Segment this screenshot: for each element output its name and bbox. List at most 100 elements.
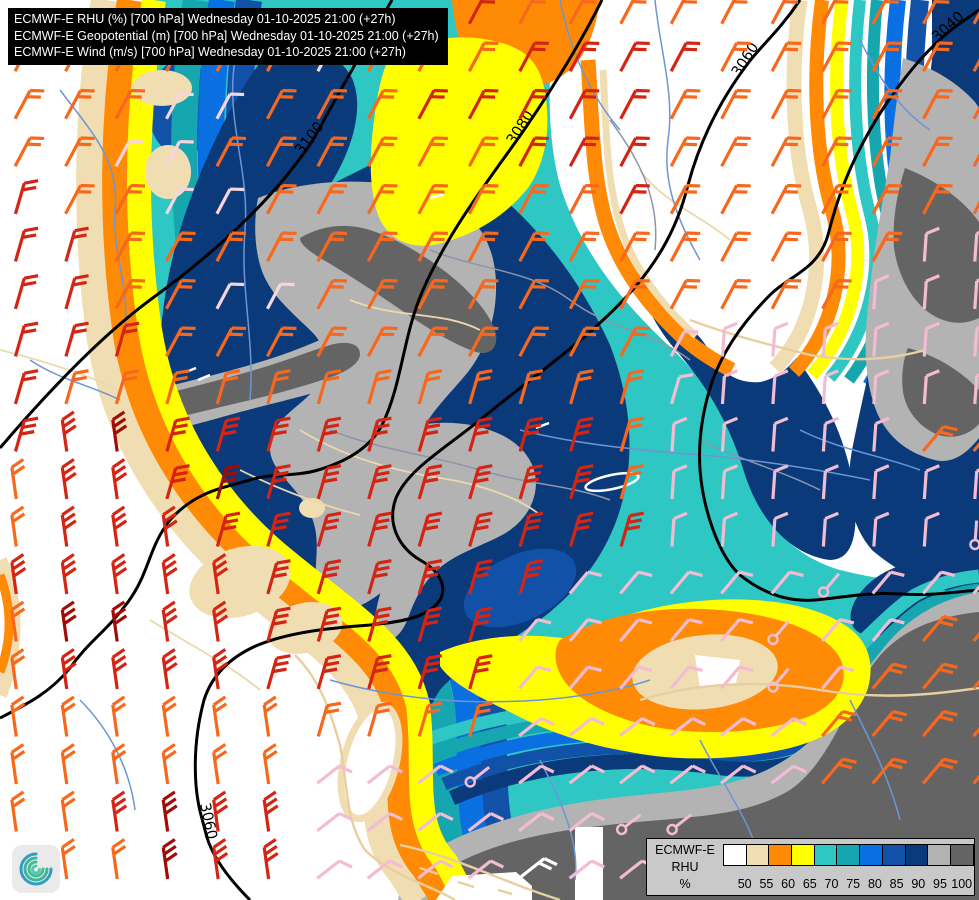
wind-barb xyxy=(720,665,754,690)
wind-barb xyxy=(972,42,979,73)
wind-barb xyxy=(114,183,146,215)
wind-barb xyxy=(767,620,790,646)
wind-barb xyxy=(872,416,890,452)
wind-barb xyxy=(871,183,903,215)
wind-barb xyxy=(771,464,789,500)
lake-balaton xyxy=(584,471,640,493)
wind-barb xyxy=(720,278,751,310)
wind-barb xyxy=(821,709,857,738)
title-block: ECMWF-E RHU (%) [700 hPa] Wednesday 01-1… xyxy=(8,8,448,65)
wind-barb xyxy=(720,88,751,120)
wind-barb xyxy=(111,458,128,500)
legend-swatch xyxy=(927,844,951,866)
contour-3080 xyxy=(0,0,604,720)
wind-barb-layer xyxy=(10,0,979,880)
wind-barb xyxy=(720,464,739,500)
wind-barb xyxy=(468,606,493,642)
wind-barb xyxy=(669,136,701,168)
legend-tick-value: 70 xyxy=(824,877,839,891)
wind-barb xyxy=(265,231,297,263)
wind-barb xyxy=(215,282,245,310)
wind-barb xyxy=(569,416,594,452)
wind-barb xyxy=(669,278,701,310)
wind-barb xyxy=(10,790,26,832)
wind-barb xyxy=(367,416,392,452)
wind-barb xyxy=(568,812,605,832)
wind-barb xyxy=(64,369,89,405)
wind-barb xyxy=(669,183,701,215)
legend-tick-value: 100 xyxy=(951,877,973,891)
wind-barb xyxy=(417,88,448,120)
wind-barb xyxy=(922,88,953,120)
legend-swatch xyxy=(949,844,974,866)
wind-barb xyxy=(921,662,958,690)
wind-barb xyxy=(417,231,448,263)
wind-barb xyxy=(111,743,127,785)
wind-barb xyxy=(922,226,940,262)
wind-barb xyxy=(265,136,297,168)
wind-barb xyxy=(60,838,76,880)
wind-barb xyxy=(266,416,291,452)
wind-barb xyxy=(670,372,694,405)
wind-barb xyxy=(316,812,353,832)
legend-tick-value: 60 xyxy=(781,877,796,891)
wind-barb xyxy=(720,183,751,215)
wind-barb xyxy=(871,41,903,73)
wind-barb xyxy=(770,88,802,120)
wind-barb xyxy=(518,812,555,832)
legend-tick-value: 95 xyxy=(933,877,947,891)
wind-barb xyxy=(212,600,229,642)
wind-barb xyxy=(921,709,958,738)
title-line-wind: ECMWF-E Wind (m/s) [700 hPa] Wednesday 0… xyxy=(14,45,406,59)
wind-barb xyxy=(871,136,903,168)
wind-barb xyxy=(619,665,653,690)
rh-darkgray-bottom xyxy=(428,612,979,900)
wind-barb xyxy=(921,757,958,785)
wind-barb xyxy=(64,226,89,262)
wind-barb xyxy=(212,790,229,832)
wind-barb xyxy=(821,183,852,215)
wind-barb xyxy=(114,321,140,357)
wind-barb xyxy=(417,701,443,737)
wind-barb xyxy=(821,618,855,643)
wind-barb xyxy=(316,416,342,452)
wind-barb xyxy=(467,326,499,358)
wind-barb xyxy=(720,570,754,595)
wind-barb xyxy=(871,570,905,595)
wind-barb xyxy=(569,464,594,500)
wind-barb xyxy=(367,606,392,642)
wind-barb xyxy=(720,416,739,452)
wind-barb xyxy=(215,136,247,168)
wind-barb xyxy=(111,790,128,832)
wind-barb xyxy=(518,136,549,168)
wind-barb xyxy=(114,278,146,310)
coastlines xyxy=(294,318,979,900)
wind-barb xyxy=(417,183,448,215)
wind-barb xyxy=(366,136,398,168)
wind-barb xyxy=(518,416,544,452)
wind-barb xyxy=(921,424,958,453)
wind-barb xyxy=(770,231,802,263)
wind-barb xyxy=(467,278,499,310)
wind-barb xyxy=(417,559,443,595)
wind-barb xyxy=(316,511,342,547)
wind-barb xyxy=(821,321,839,357)
wind-barb xyxy=(468,654,493,690)
wind-barb xyxy=(770,570,804,595)
wind-barb xyxy=(771,369,789,405)
contour-3040 xyxy=(698,8,979,602)
wind-barb xyxy=(568,183,600,215)
wind-barb xyxy=(568,326,600,358)
wind-barb xyxy=(669,665,703,690)
wind-barb xyxy=(161,695,177,737)
rh-gray-se-lobe xyxy=(375,422,536,640)
wind-barb xyxy=(212,648,229,690)
wind-barb xyxy=(114,231,146,263)
wind-barb xyxy=(215,92,245,120)
wind-barb xyxy=(467,183,499,215)
wind-barb xyxy=(468,416,493,452)
wind-barb xyxy=(114,88,146,120)
wind-barb xyxy=(212,695,228,737)
